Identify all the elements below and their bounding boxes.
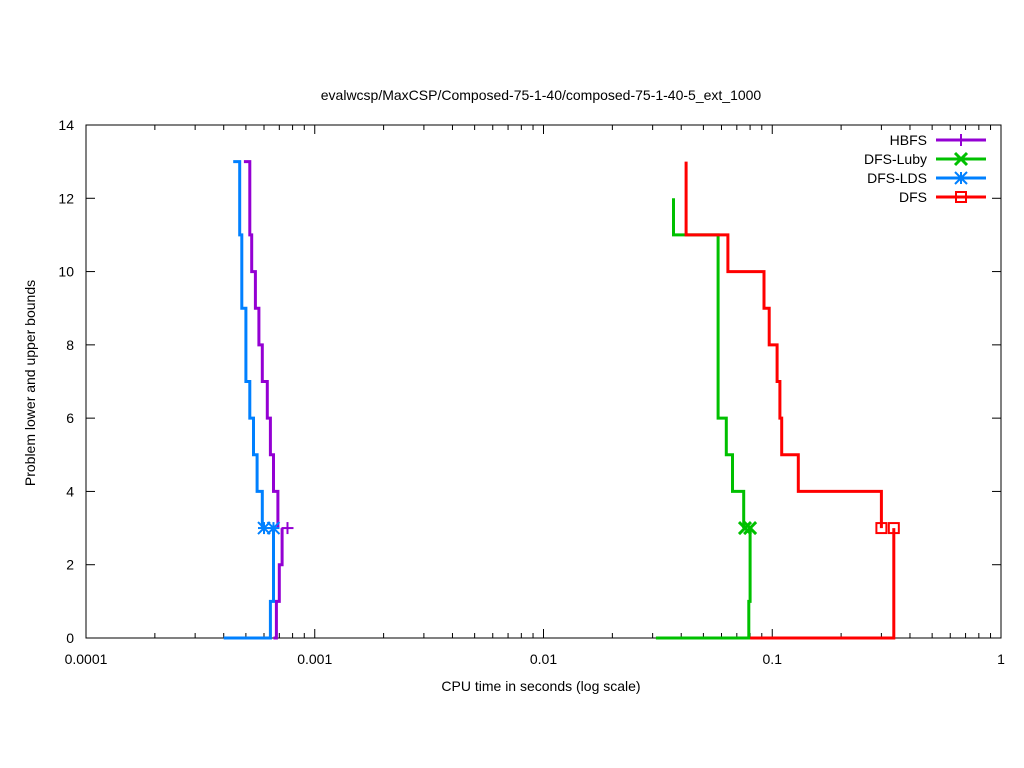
series-dfs-upper-line <box>684 161 883 529</box>
marker-stroke <box>875 522 888 535</box>
series-hbfs-point <box>281 522 294 535</box>
marker-stroke <box>743 521 758 536</box>
y-tick-label: 0 <box>66 630 74 646</box>
series-dfs-lower-line <box>750 528 896 640</box>
marker-stroke <box>953 151 969 167</box>
y-tick-label: 14 <box>58 117 74 133</box>
y-tick-label: 6 <box>66 410 74 426</box>
x-axis-label: CPU time in seconds (log scale) <box>441 678 640 694</box>
axis-ticks: 0 2 4 6 8 10 12 14 0.0001 0.001 0.01 0.1 1 <box>58 117 1005 667</box>
y-tick-label: 2 <box>66 557 74 573</box>
legend-marker <box>953 151 969 167</box>
legend-item-dfs: DFS <box>899 189 986 205</box>
y-tick-label: 10 <box>58 264 74 280</box>
y-tick-label: 8 <box>66 337 74 353</box>
legend-item-dfs-luby: DFS-Luby <box>864 151 986 167</box>
series-dfs-lds-lower-line <box>223 528 275 640</box>
series-dfs-luby-point <box>737 521 753 536</box>
legend-label: DFS-LDS <box>867 170 927 186</box>
plot-axes <box>85 124 1002 639</box>
series-dfs-lds-upper-line <box>233 160 264 529</box>
marker-stroke <box>737 521 753 536</box>
x-tick-label: 0.01 <box>530 651 557 667</box>
legend-label: HBFS <box>890 132 927 148</box>
y-tick-label: 4 <box>66 483 74 499</box>
x-tick-label: 0.1 <box>763 651 783 667</box>
legend-item-dfs-lds: DFS-LDS <box>867 170 986 186</box>
marker-stroke <box>887 522 900 535</box>
series-dfs-point <box>887 522 900 535</box>
series-dfs-lds <box>223 160 281 640</box>
plot-frame <box>85 124 1002 639</box>
series-dfs-luby-point <box>743 521 758 536</box>
legend: HBFS DFS-Luby DFS-LDS DFS <box>864 132 986 205</box>
legend-marker <box>955 134 967 146</box>
series-dfs <box>684 161 900 640</box>
series-hbfs <box>243 160 294 640</box>
series-dfs-luby-lower-line <box>655 528 752 640</box>
series-hbfs-lower-line <box>273 528 284 640</box>
series-dfs-lds-point <box>266 521 281 535</box>
legend-item-hbfs: HBFS <box>890 132 986 148</box>
chart-title: evalwcsp/MaxCSP/Composed-75-1-40/compose… <box>321 87 762 103</box>
y-axis-label: Problem lower and upper bounds <box>22 280 38 486</box>
legend-marker <box>954 171 968 185</box>
legend-label: DFS-Luby <box>864 151 927 167</box>
marker-stroke <box>266 521 281 535</box>
legend-label: DFS <box>899 189 927 205</box>
x-tick-label: 1 <box>997 651 1005 667</box>
x-tick-label: 0.001 <box>297 651 332 667</box>
series-dfs-luby-upper-line <box>672 198 746 529</box>
y-tick-label: 12 <box>58 190 74 206</box>
x-tick-label: 0.0001 <box>65 651 108 667</box>
series-lines <box>223 160 900 640</box>
series-dfs-point <box>875 522 888 535</box>
marker-stroke <box>954 171 968 185</box>
series-dfs-luby <box>655 198 758 640</box>
series-hbfs-upper-line <box>243 160 280 529</box>
legend-marker <box>955 191 967 203</box>
marker-stroke <box>257 521 271 535</box>
marker-stroke <box>955 191 967 203</box>
